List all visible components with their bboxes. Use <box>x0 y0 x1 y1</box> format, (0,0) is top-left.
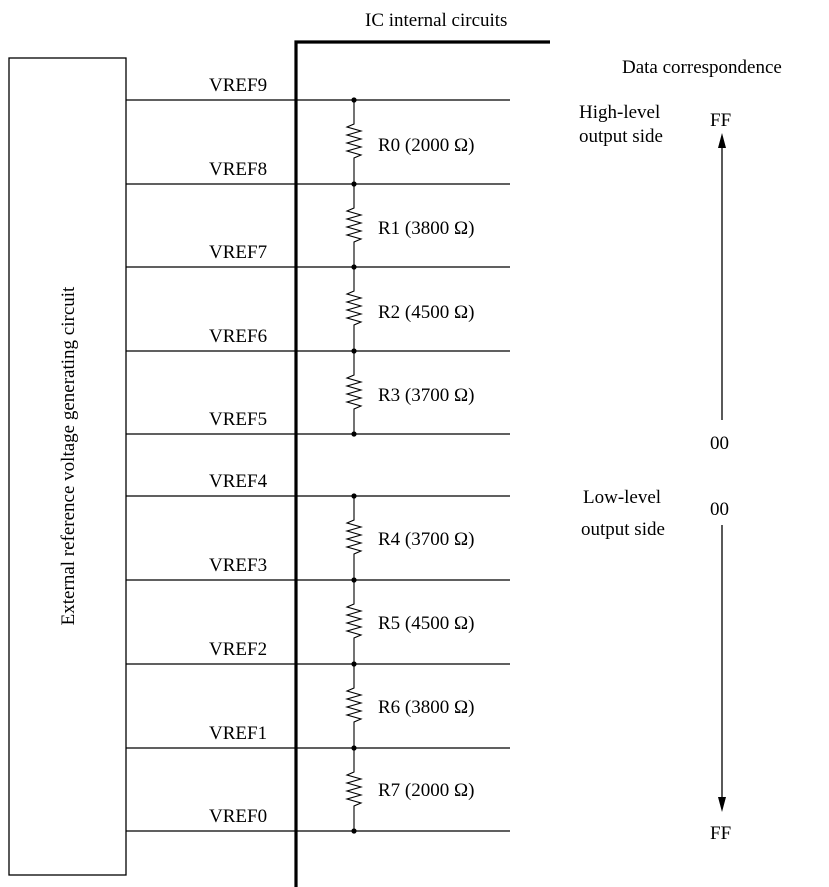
resistor: R1 (3800 Ω) <box>344 184 474 267</box>
resistor-symbol <box>344 580 364 664</box>
resistor-label: R3 (3700 Ω) <box>378 385 474 406</box>
vref-label: VREF3 <box>209 555 267 576</box>
high-level-label: High-level <box>579 102 660 123</box>
external-circuit-box <box>8 57 127 876</box>
high-00-label: 00 <box>710 433 729 454</box>
resistor-symbol <box>344 267 364 351</box>
junction-dots <box>351 97 357 834</box>
resistor-label: R5 (4500 Ω) <box>378 613 474 634</box>
junction-dot <box>351 264 357 270</box>
vref-label: VREF8 <box>209 159 267 180</box>
resistor-label: R0 (2000 Ω) <box>378 135 474 156</box>
vref-label: VREF9 <box>209 75 267 96</box>
resistor-label: R6 (3800 Ω) <box>378 697 474 718</box>
junction-dot <box>351 661 357 667</box>
high-arrow-head <box>718 133 726 148</box>
vref-line: VREF8 <box>126 159 510 185</box>
resistor-label: R1 (3800 Ω) <box>378 218 474 239</box>
vref-line: VREF3 <box>126 555 510 581</box>
vref-line: VREF0 <box>126 806 510 832</box>
resistor-symbol <box>344 748 364 831</box>
high-ff-label: FF <box>710 110 731 131</box>
low-ff-label: FF <box>710 823 731 844</box>
resistor: R6 (3800 Ω) <box>344 664 474 748</box>
ic-internal-label: IC internal circuits <box>365 10 507 31</box>
vref-line: VREF6 <box>126 326 510 352</box>
resistor-label: R7 (2000 Ω) <box>378 780 474 801</box>
resistor-label: R2 (4500 Ω) <box>378 302 474 323</box>
vref-label: VREF2 <box>209 639 267 660</box>
vref-line: VREF2 <box>126 639 510 665</box>
resistor: R5 (4500 Ω) <box>344 580 474 664</box>
ic-boundary <box>294 40 550 887</box>
junction-dot <box>351 493 357 499</box>
vref-line: VREF9 <box>126 75 510 101</box>
vref-label: VREF6 <box>209 326 267 347</box>
resistor-label: R4 (3700 Ω) <box>378 529 474 550</box>
junction-dot <box>351 181 357 187</box>
low-arrow-head <box>718 797 726 812</box>
vref-line: VREF5 <box>126 409 510 435</box>
resistor: R0 (2000 Ω) <box>344 100 474 184</box>
vref-label: VREF0 <box>209 806 267 827</box>
resistor: R7 (2000 Ω) <box>344 748 474 831</box>
low-00-label: 00 <box>710 499 729 520</box>
vref-label: VREF5 <box>209 409 267 430</box>
external-circuit-label: External reference voltage generating ci… <box>58 286 79 625</box>
junction-dot <box>351 577 357 583</box>
resistor-ladder-lower: R4 (3700 Ω) R5 (4500 Ω) R6 (3800 Ω) R7 (… <box>344 496 474 831</box>
high-output-side-label: output side <box>579 126 663 147</box>
vref-line: VREF7 <box>126 242 510 268</box>
resistor-symbol <box>344 100 364 184</box>
resistor-ladder-upper: R0 (2000 Ω) R1 (3800 Ω) R2 (4500 Ω) R3 (… <box>344 100 474 434</box>
vref-line: VREF4 <box>126 471 510 497</box>
resistor-symbol <box>344 664 364 748</box>
low-output-side-label: output side <box>581 519 665 540</box>
junction-dot <box>351 828 357 834</box>
resistor-symbol <box>344 351 364 434</box>
junction-dot <box>351 348 357 354</box>
junction-dot <box>351 431 357 437</box>
resistor-symbol <box>344 496 364 580</box>
resistor-symbol <box>344 184 364 267</box>
junction-dot <box>351 745 357 751</box>
vref-label: VREF1 <box>209 723 267 744</box>
junction-dot <box>351 97 357 103</box>
vref-label: VREF4 <box>209 471 268 492</box>
vref-label: VREF7 <box>209 242 267 263</box>
resistor: R4 (3700 Ω) <box>344 496 474 580</box>
low-level-label: Low-level <box>583 487 661 508</box>
vref-lines: VREF9 VREF8 VREF7 VREF6 VREF5 VREF4 VREF… <box>126 75 510 832</box>
resistor: R3 (3700 Ω) <box>344 351 474 434</box>
resistor: R2 (4500 Ω) <box>344 267 474 351</box>
data-correspondence-label: Data correspondence <box>622 57 782 78</box>
vref-line: VREF1 <box>126 723 510 749</box>
